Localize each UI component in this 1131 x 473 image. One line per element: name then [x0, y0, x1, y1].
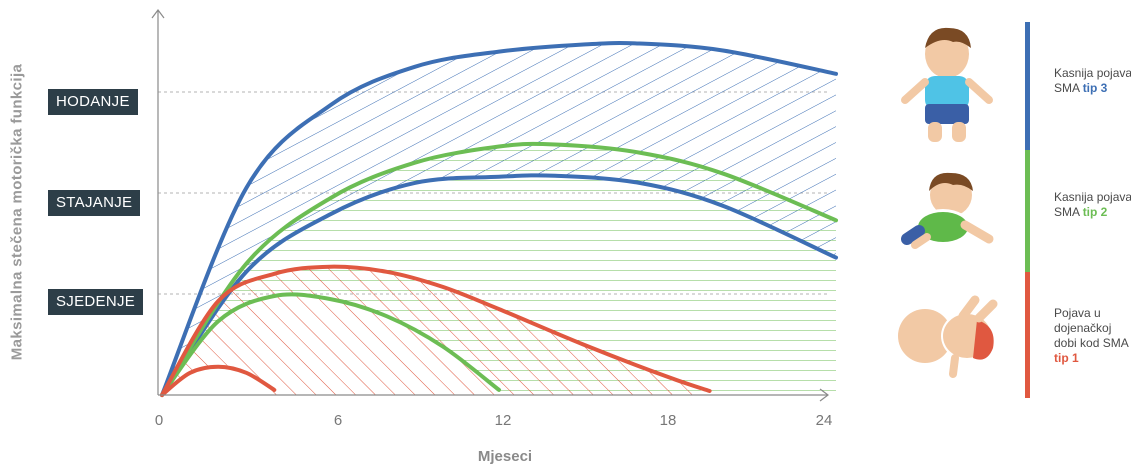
series-lower-line: [160, 173, 838, 397]
x-tick-label: 18: [659, 412, 677, 429]
area-fills: [162, 43, 836, 396]
series-upper-line: [160, 41, 838, 397]
crawling-baby-icon: [901, 171, 994, 249]
x-axis-arrow: [819, 388, 829, 402]
legend-bar-tip2: [1025, 150, 1030, 272]
series-lower-line: [160, 364, 277, 397]
x-tick-label: 0: [154, 412, 164, 429]
legend-item-tip3: Kasnija pojava SMA tip 3: [1054, 66, 1131, 96]
legend-type: tip 3: [1082, 81, 1108, 95]
legend-item-tip1: Pojava u dojenačkoj dobi kod SMA tip 1: [1054, 306, 1131, 366]
legend-text: Pojava u dojenačkoj dobi kod SMA: [1054, 306, 1129, 350]
series-hatch-area: [162, 43, 836, 396]
legend-bar-tip1: [1025, 272, 1030, 398]
x-tick-label: 24: [815, 412, 833, 429]
series-upper-line: [160, 264, 712, 397]
milestone-label-walking: HODANJE: [48, 89, 138, 115]
curves: [160, 41, 838, 397]
x-tick-label: 12: [494, 412, 512, 429]
milestone-label-sitting: SJEDENJE: [48, 289, 144, 315]
series-hatch-area: [162, 266, 710, 395]
series-upper-line: [160, 141, 838, 397]
legend-text: Kasnija pojava SMA: [1054, 66, 1131, 95]
series-hatch-area: [162, 143, 836, 395]
y-axis-label: Maksimalna stečena motorička funkcija: [8, 63, 26, 361]
standing-toddler-icon: [901, 25, 993, 142]
axes: [151, 9, 829, 402]
y-axis-arrow: [151, 9, 165, 19]
x-tick-label: 6: [333, 412, 343, 429]
legend-bar-tip3: [1025, 22, 1030, 150]
legend-item-tip2: Kasnija pojava SMA tip 2: [1054, 190, 1131, 220]
milestone-label-standing: STAJANJE: [48, 190, 141, 216]
legend-type: tip 1: [1054, 351, 1079, 365]
legend-text: Kasnija pojava SMA: [1054, 190, 1131, 219]
x-axis-label: Mjeseci: [477, 448, 533, 465]
lying-infant-icon: [895, 295, 1001, 378]
legend-type: tip 2: [1082, 205, 1108, 219]
series-lower-line: [160, 292, 501, 397]
